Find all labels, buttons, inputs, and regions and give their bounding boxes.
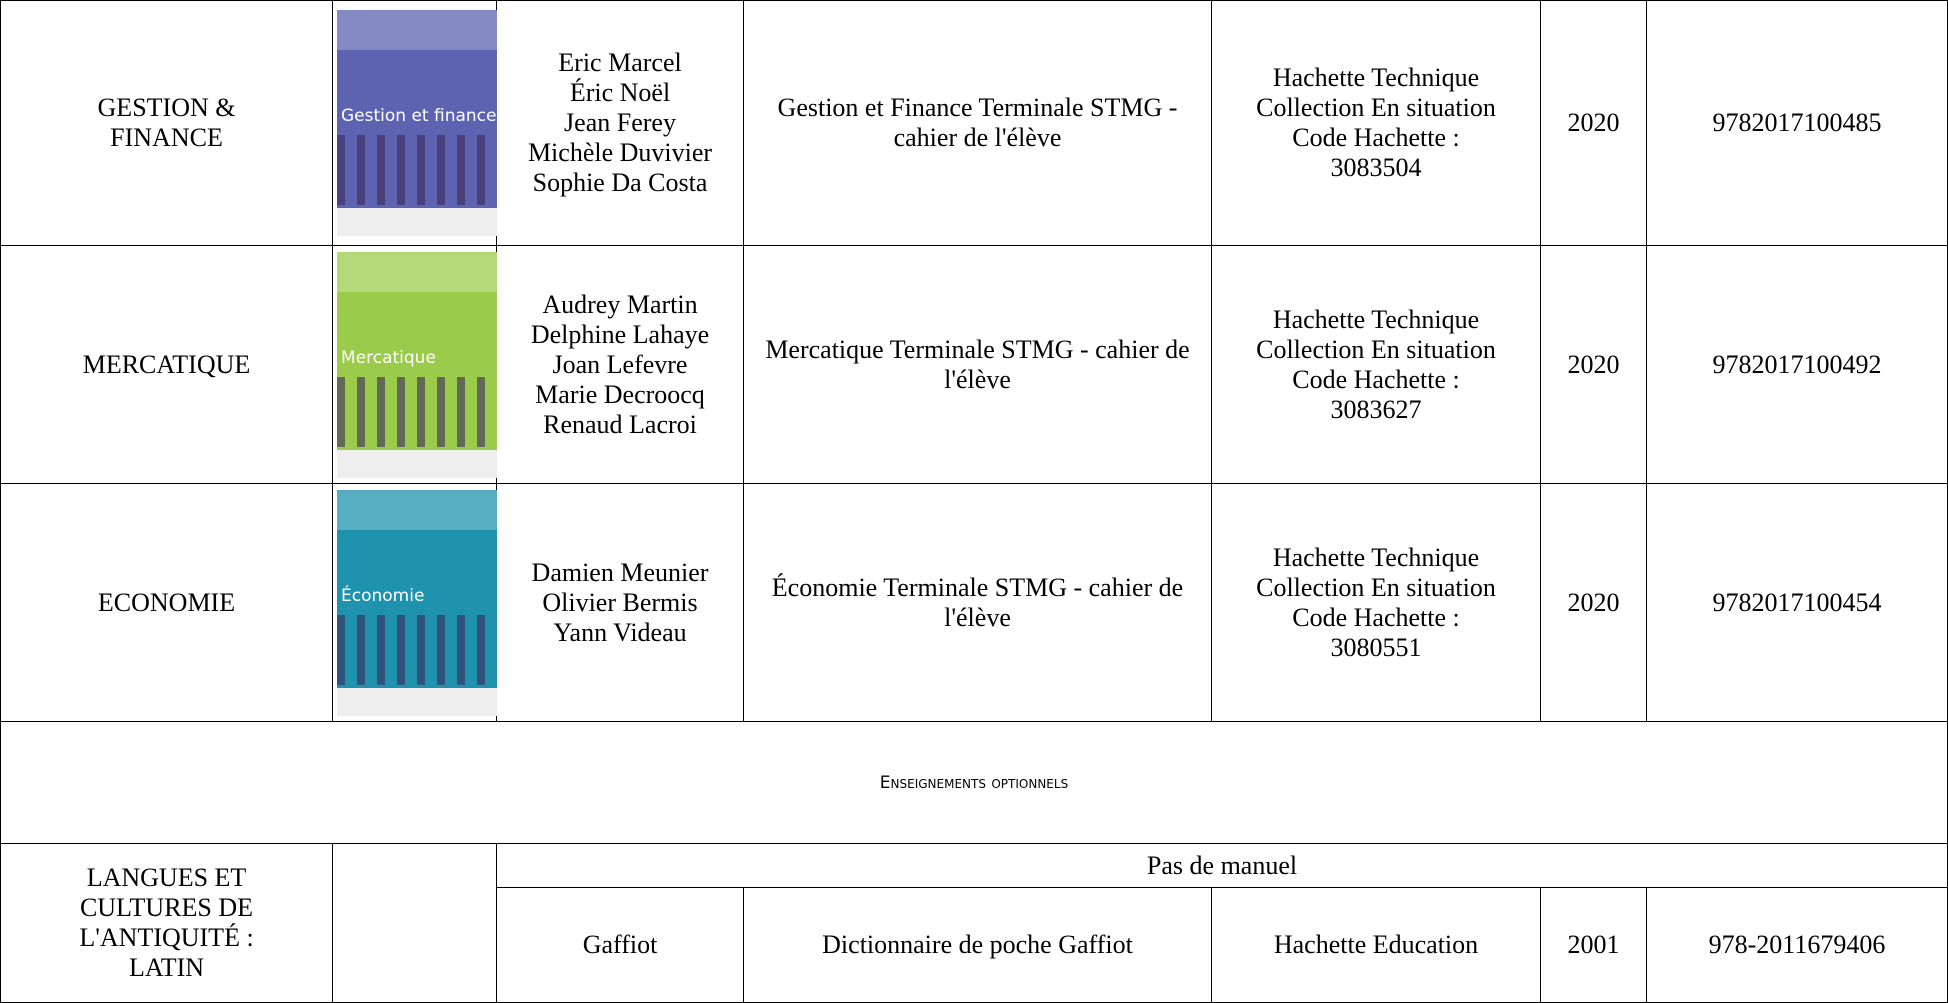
book-title: Dictionnaire de poche Gaffiot bbox=[743, 887, 1212, 1003]
publisher-line: 3080551 bbox=[1330, 632, 1422, 662]
subject: GESTION & FINANCE bbox=[0, 0, 333, 246]
cover-title: Économie bbox=[341, 585, 425, 606]
author: Renaud Lacroi bbox=[543, 409, 697, 439]
cover-footer bbox=[337, 449, 497, 478]
cover-cell: Mercatique bbox=[332, 245, 497, 484]
cover-figures bbox=[337, 135, 497, 205]
section-row: Enseignements optionnels bbox=[0, 721, 1948, 844]
year: 2020 bbox=[1540, 245, 1647, 484]
cover-cell bbox=[332, 843, 497, 1003]
note: Pas de manuel bbox=[496, 843, 1948, 888]
book-title: Gestion et Finance Terminale STMG - cahi… bbox=[743, 0, 1212, 246]
author: Audrey Martin bbox=[542, 289, 698, 319]
section-title: Enseignements optionnels bbox=[0, 721, 1948, 844]
cover-footer bbox=[337, 208, 497, 236]
cover-band bbox=[337, 10, 497, 50]
publisher-line: Code Hachette : bbox=[1292, 123, 1460, 152]
publisher-line: Hachette Technique bbox=[1272, 63, 1480, 92]
latin-row: LANGUES ET CULTURES DE L'ANTIQUITÉ : LAT… bbox=[0, 843, 1948, 1003]
book-cover: Mercatique bbox=[337, 251, 497, 478]
book-row: GESTION & FINANCE Gestion et finance Eric … bbox=[0, 0, 1948, 246]
publisher: Hachette Technique Collection En situatio… bbox=[1211, 483, 1541, 722]
cover-title: Gestion et finance bbox=[341, 106, 497, 126]
cover-figures bbox=[337, 614, 497, 685]
year: 2020 bbox=[1540, 0, 1647, 246]
isbn: 978-2011679406 bbox=[1646, 887, 1948, 1003]
cover-title: Mercatique bbox=[341, 347, 436, 368]
author: Marie Decroocq bbox=[535, 379, 705, 409]
publisher-line: 3083627 bbox=[1330, 394, 1422, 424]
author: Eric Marcel bbox=[558, 48, 682, 77]
year: 2001 bbox=[1540, 887, 1647, 1003]
isbn: 9782017100454 bbox=[1646, 483, 1948, 722]
author: Éric Noël bbox=[569, 78, 671, 107]
book-cover: Économie bbox=[337, 489, 497, 716]
cover-cell: Économie bbox=[332, 483, 497, 722]
book-cover: Gestion et finance bbox=[337, 10, 497, 236]
book-row: ECONOMIE Économie Damien Meunier Olivier Be… bbox=[0, 483, 1948, 722]
subject: LANGUES ET CULTURES DE L'ANTIQUITÉ : LAT… bbox=[0, 843, 333, 1003]
author: Michèle Duvivier bbox=[527, 138, 713, 167]
publisher-line: Hachette Technique bbox=[1272, 542, 1480, 572]
authors: Audrey Martin Delphine Lahaye Joan Lefevre… bbox=[496, 245, 744, 484]
author: Joan Lefevre bbox=[552, 349, 688, 379]
cover-band bbox=[337, 489, 497, 530]
authors: Damien Meunier Olivier Bermis Yann Videau bbox=[496, 483, 744, 722]
subject: MERCATIQUE bbox=[0, 245, 333, 484]
publisher-line: Code Hachette : bbox=[1292, 602, 1460, 632]
author: Damien Meunier bbox=[531, 557, 709, 587]
book-row: MERCATIQUE Mercatique Audrey Martin Delphin… bbox=[0, 245, 1948, 484]
cover-cell: Gestion et finance bbox=[332, 0, 497, 246]
publisher: Hachette Technique Collection En situatio… bbox=[1211, 245, 1541, 484]
author: Sophie Da Costa bbox=[532, 168, 708, 197]
authors: Eric Marcel Éric Noël Jean Ferey Michèle Du… bbox=[496, 0, 744, 246]
publisher-line: 3083504 bbox=[1330, 153, 1422, 182]
isbn: 9782017100485 bbox=[1646, 0, 1948, 246]
year: 2020 bbox=[1540, 483, 1647, 722]
publisher-line: Collection En situation bbox=[1256, 572, 1496, 602]
isbn: 9782017100492 bbox=[1646, 245, 1948, 484]
author: Yann Videau bbox=[553, 617, 687, 647]
cover-band bbox=[337, 251, 497, 292]
publisher: Hachette Education bbox=[1211, 887, 1541, 1003]
publisher-line: Hachette Technique bbox=[1272, 304, 1480, 334]
cover-footer bbox=[337, 687, 497, 716]
book-title: Mercatique Terminale STMG - cahier de l'… bbox=[743, 245, 1212, 484]
cover-figures bbox=[337, 376, 497, 447]
publisher-line: Collection En situation bbox=[1256, 334, 1496, 364]
subject: ECONOMIE bbox=[0, 483, 333, 722]
publisher-line: Collection En situation bbox=[1256, 93, 1496, 122]
book-title: Économie Terminale STMG - cahier de l'él… bbox=[743, 483, 1212, 722]
publisher-line: Code Hachette : bbox=[1292, 364, 1460, 394]
author: Jean Ferey bbox=[564, 108, 676, 137]
author: Delphine Lahaye bbox=[530, 319, 710, 349]
publisher: Hachette Technique Collection En situatio… bbox=[1211, 0, 1541, 246]
author: Gaffiot bbox=[496, 887, 744, 1003]
author: Olivier Bermis bbox=[542, 587, 698, 617]
